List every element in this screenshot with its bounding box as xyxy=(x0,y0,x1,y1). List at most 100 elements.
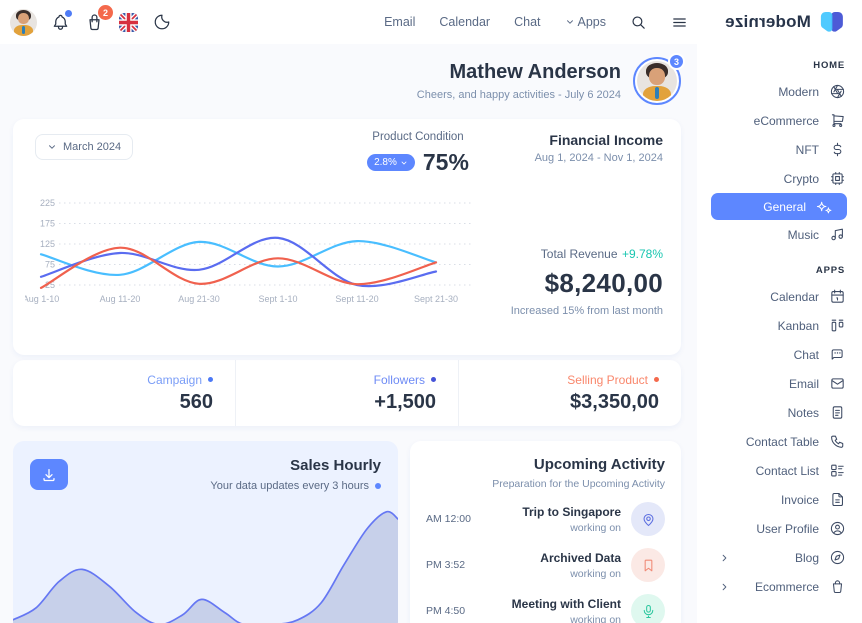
sidebar-item-ecommerce[interactable]: Ecommerce xyxy=(711,572,862,601)
product-condition-pill[interactable]: 2.8% xyxy=(367,154,415,171)
sidebar-item-modern[interactable]: Modern xyxy=(711,77,862,106)
svg-text:25: 25 xyxy=(45,280,55,290)
sidebar-item-label: Invoice xyxy=(780,492,819,507)
upcoming-time: PM 3:52 xyxy=(426,559,466,571)
sidebar-item-label: Email xyxy=(788,376,819,391)
notes-icon xyxy=(829,404,846,421)
chevron-right-icon xyxy=(719,581,730,592)
user-circle-icon xyxy=(829,520,846,537)
upcoming-item-trip-to-singapore[interactable]: AM 12:00 Trip to Singapore working on xyxy=(426,502,665,536)
download-icon xyxy=(43,468,55,481)
uk-flag-icon[interactable] xyxy=(117,11,139,33)
phone-icon xyxy=(829,433,846,450)
sidebar-item-label: Music xyxy=(787,227,819,242)
sidebar-item-general[interactable]: General xyxy=(711,193,847,220)
sidebar-item-label: Calendar xyxy=(770,289,819,304)
shopping-bag-icon[interactable]: 2 xyxy=(83,5,113,33)
financial-income-header: Financial Income Aug 1, 2024 - Nov 1, 20… xyxy=(535,132,663,164)
greeting-avatar[interactable]: 3 xyxy=(633,53,685,105)
sidebar-item-music[interactable]: Music xyxy=(711,220,862,249)
stat-followers: Followers +1,500 xyxy=(235,360,458,426)
sidebar-item-label: Kanban xyxy=(777,318,819,333)
logo[interactable]: Modernize xyxy=(725,0,845,44)
svg-text:225: 225 xyxy=(40,198,55,208)
sparkle-icon xyxy=(816,198,833,215)
financial-income-card: March 2024 Product Condition 2.8% 75% Fi… xyxy=(13,119,681,355)
product-condition: Product Condition 2.8% 75% xyxy=(353,131,483,176)
location-pin-icon xyxy=(631,502,665,536)
svg-text:175: 175 xyxy=(40,219,55,229)
sidebar-item-crypto[interactable]: Crypto xyxy=(711,164,862,193)
greeting-header: Mathew Anderson Cheers, and happy activi… xyxy=(13,44,685,105)
sidebar-item-notes[interactable]: Notes xyxy=(711,398,862,427)
total-revenue-label: Total Revenue xyxy=(540,247,618,261)
upcoming-item-status: working on xyxy=(570,613,621,623)
sidebar-item-invoice[interactable]: Invoice xyxy=(711,485,862,514)
sidebar-item-chat[interactable]: Chat xyxy=(711,340,862,369)
main-content: Mathew Anderson Cheers, and happy activi… xyxy=(0,44,697,623)
user-avatar[interactable] xyxy=(10,8,37,36)
stat-dot xyxy=(654,377,659,382)
financial-income-range: Aug 1, 2024 - Nov 1, 2024 xyxy=(534,152,663,164)
music-icon xyxy=(829,226,846,243)
upcoming-activity-card: Upcoming Activity Preparation for the Up… xyxy=(410,441,681,623)
blue-dot xyxy=(375,483,381,489)
sidebar-item-label: Ecommerce xyxy=(754,579,819,594)
upcoming-item-archived-data[interactable]: PM 3:52 Archived Data working on xyxy=(426,548,665,582)
bookmark-icon xyxy=(631,548,665,582)
product-condition-value: 75% xyxy=(422,149,469,175)
avatar-count-badge: 3 xyxy=(668,53,685,70)
sidebar-item-email[interactable]: Email xyxy=(711,369,862,398)
financial-line-chart: 225 175 125 75 25 Aug 1-10 Aug 11-20 Aug 21-30 S… xyxy=(25,193,477,307)
moon-icon[interactable] xyxy=(151,11,173,33)
logo-text: Modernize xyxy=(725,12,811,31)
list-details-icon xyxy=(829,462,846,479)
bottom-row: Sales Hourly Your data updates every 3 h… xyxy=(13,441,681,623)
sidebar: HOME Modern eCommerce NFT Crypto General Music… xyxy=(697,44,862,623)
stat-label: Selling Product xyxy=(567,372,648,387)
microphone-icon xyxy=(631,594,665,623)
svg-text:Sept 11-20: Sept 11-20 xyxy=(335,294,378,304)
sales-hourly-title: Sales Hourly xyxy=(290,457,381,474)
avatar-illustration xyxy=(10,8,37,36)
stat-value: 560 xyxy=(179,390,213,413)
sidebar-item-contact-list[interactable]: Contact List xyxy=(711,456,862,485)
upcoming-item-status: working on xyxy=(570,567,621,580)
kanban-icon xyxy=(829,317,846,334)
bell-icon[interactable] xyxy=(49,10,72,33)
sidebar-item-ecommerce[interactable]: eCommerce xyxy=(711,106,862,135)
sidebar-item-user-profile[interactable]: User Profile xyxy=(711,514,862,543)
notification-dot xyxy=(65,10,72,17)
chevron-down-icon xyxy=(566,20,573,24)
product-condition-label: Product Condition xyxy=(372,131,464,143)
upcoming-item-meeting-with-client[interactable]: PM 4:50 Meeting with Client working on xyxy=(426,594,665,623)
period-select[interactable]: March 2024 xyxy=(35,134,134,160)
svg-text:Sept 1-10: Sept 1-10 xyxy=(258,294,297,304)
sidebar-item-contact-table[interactable]: Contact Table xyxy=(711,427,862,456)
stat-dot xyxy=(208,377,213,382)
aperture-icon xyxy=(829,83,846,100)
sidebar-item-nft[interactable]: NFT xyxy=(711,135,862,164)
topbar-nav: Email Calendar Chat Apps xyxy=(384,0,688,44)
upcoming-item-title: Archived Data xyxy=(540,550,621,565)
stat-campaign: Campaign 560 xyxy=(13,360,235,426)
user-name: Mathew Anderson xyxy=(449,61,622,83)
menu-icon[interactable] xyxy=(671,11,688,33)
sidebar-item-label: Crypto xyxy=(783,171,819,186)
sidebar-item-label: General xyxy=(763,199,806,214)
upcoming-title: Upcoming Activity xyxy=(533,456,665,473)
download-button[interactable] xyxy=(30,459,68,490)
sidebar-item-label: Notes xyxy=(787,405,819,420)
nav-apps[interactable]: Apps xyxy=(565,15,606,29)
sidebar-item-kanban[interactable]: Kanban xyxy=(711,311,862,340)
search-icon[interactable] xyxy=(630,11,647,33)
nav-calendar[interactable]: Calendar xyxy=(439,15,491,29)
nav-email[interactable]: Email xyxy=(384,15,416,29)
sidebar-item-blog[interactable]: Blog xyxy=(711,543,862,572)
sidebar-item-calendar[interactable]: Calendar xyxy=(711,282,862,311)
sidebar-item-label: Modern xyxy=(778,84,819,99)
nav-chat[interactable]: Chat xyxy=(514,15,541,29)
sidebar-item-label: eCommerce xyxy=(753,113,819,128)
upcoming-time: AM 12:00 xyxy=(426,513,471,525)
